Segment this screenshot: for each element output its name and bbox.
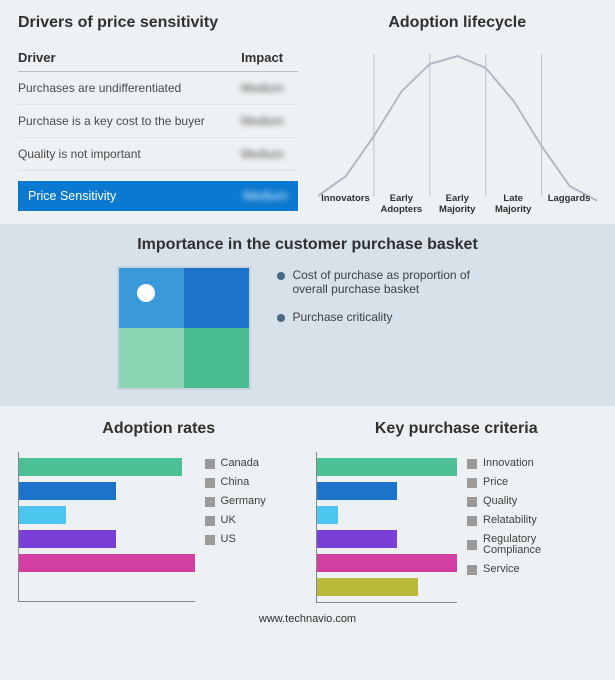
legend-swatch-icon [205, 478, 215, 488]
bar-legend-label: Canada [221, 458, 260, 469]
price-sensitivity-summary: Price Sensitivity Medium [18, 181, 298, 211]
drivers-row: Quality is not importantMedium [18, 138, 298, 171]
driver-cell: Purchase is a key cost to the buyer [18, 105, 241, 138]
legend-swatch-icon [205, 497, 215, 507]
purchase-criteria-panel: Key purchase criteria Innovation Price Qua… [316, 420, 598, 603]
drivers-row: Purchase is a key cost to the buyerMediu… [18, 105, 298, 138]
lifecycle-panel: Adoption lifecycle InnovatorsEarly Adopt… [318, 14, 598, 216]
top-row: Drivers of price sensitivity Driver Impa… [0, 0, 615, 224]
bottom-row: Adoption rates Canada China Germany UK US Ke… [0, 406, 615, 609]
bar-legend-label: US [221, 534, 236, 545]
driver-cell: Purchases are undifferentiated [18, 72, 241, 105]
legend-label: Cost of purchase as proportion of overal… [293, 268, 497, 296]
legend-label: Purchase criticality [293, 310, 393, 324]
legend-swatch-icon [467, 478, 477, 488]
bar [317, 578, 418, 596]
lifecycle-labels: InnovatorsEarly AdoptersEarly MajorityLa… [318, 194, 598, 216]
bar [317, 458, 458, 476]
legend-swatch-icon [467, 459, 477, 469]
impact-cell: Medium [241, 105, 297, 138]
bar [19, 530, 116, 548]
bar-legend-item: Canada [205, 458, 300, 469]
bar-legend-item: China [205, 477, 300, 488]
adoption-rates-chart: Canada China Germany UK US [18, 452, 300, 602]
bar [19, 482, 116, 500]
bar-legend-item: Quality [467, 496, 597, 507]
adoption-rates-panel: Adoption rates Canada China Germany UK US [18, 420, 300, 603]
summary-value: Medium [243, 189, 287, 203]
lifecycle-title: Adoption lifecycle [318, 14, 598, 32]
quadrant-marker [137, 284, 155, 302]
bar [19, 506, 66, 524]
bar-legend-label: UK [221, 515, 236, 526]
bar-legend-item: Germany [205, 496, 300, 507]
bar-legend-label: Service [483, 564, 520, 575]
bar [317, 530, 397, 548]
bar-legend-item: Innovation [467, 458, 597, 469]
lifecycle-label: Late Majority [485, 194, 541, 216]
legend-swatch-icon [467, 497, 477, 507]
bar-legend-label: Regulatory Compliance [483, 534, 597, 556]
legend-swatch-icon [205, 535, 215, 545]
legend-swatch-icon [205, 516, 215, 526]
bar-legend-label: Quality [483, 496, 517, 507]
bar-legend-label: Germany [221, 496, 266, 507]
lifecycle-label: Early Adopters [373, 194, 429, 216]
bar [317, 482, 397, 500]
lifecycle-label: Laggards [541, 194, 597, 216]
importance-quadrant [119, 268, 249, 388]
importance-title: Importance in the customer purchase bask… [18, 236, 597, 254]
adoption-rates-title: Adoption rates [18, 420, 300, 438]
lifecycle-chart: InnovatorsEarly AdoptersEarly MajorityLa… [318, 46, 598, 216]
bar-legend-item: US [205, 534, 300, 545]
purchase-criteria-bars [316, 452, 458, 603]
bar-legend-label: China [221, 477, 250, 488]
impact-cell: Medium [241, 138, 297, 171]
legend-dot-icon [277, 314, 285, 322]
drivers-col-impact: Impact [241, 46, 297, 72]
bar-legend-label: Price [483, 477, 508, 488]
legend-dot-icon [277, 272, 285, 280]
bar-legend-item: Relatability [467, 515, 597, 526]
driver-cell: Quality is not important [18, 138, 241, 171]
importance-legend-item: Purchase criticality [277, 310, 497, 324]
adoption-rates-legend: Canada China Germany UK US [205, 452, 300, 602]
summary-label: Price Sensitivity [28, 189, 116, 203]
bar-legend-item: Regulatory Compliance [467, 534, 597, 556]
drivers-row: Purchases are undifferentiatedMedium [18, 72, 298, 105]
impact-cell: Medium [241, 72, 297, 105]
legend-swatch-icon [205, 459, 215, 469]
bar [317, 506, 338, 524]
bar [317, 554, 458, 572]
footer-text: www.technavio.com [0, 613, 615, 625]
bar-legend-item: Service [467, 564, 597, 575]
bar-legend-item: Price [467, 477, 597, 488]
legend-swatch-icon [467, 540, 477, 550]
purchase-criteria-title: Key purchase criteria [316, 420, 598, 438]
drivers-title: Drivers of price sensitivity [18, 14, 298, 32]
bar [19, 554, 195, 572]
legend-swatch-icon [467, 516, 477, 526]
bar-legend-item: UK [205, 515, 300, 526]
importance-legend: Cost of purchase as proportion of overal… [277, 268, 497, 338]
importance-legend-item: Cost of purchase as proportion of overal… [277, 268, 497, 296]
lifecycle-label: Innovators [318, 194, 374, 216]
purchase-criteria-legend: Innovation Price Quality Relatability Regula… [467, 452, 597, 603]
drivers-col-driver: Driver [18, 46, 241, 72]
importance-panel: Importance in the customer purchase bask… [0, 224, 615, 406]
adoption-rates-bars [18, 452, 195, 602]
legend-swatch-icon [467, 565, 477, 575]
importance-content: Cost of purchase as proportion of overal… [18, 268, 597, 388]
drivers-table: Driver Impact Purchases are undifferenti… [18, 46, 298, 171]
lifecycle-label: Early Majority [429, 194, 485, 216]
bar [19, 458, 182, 476]
bar-legend-label: Relatability [483, 515, 537, 526]
drivers-panel: Drivers of price sensitivity Driver Impa… [18, 14, 298, 216]
bar-legend-label: Innovation [483, 458, 534, 469]
lifecycle-svg [318, 46, 598, 216]
purchase-criteria-chart: Innovation Price Quality Relatability Regula… [316, 452, 598, 603]
